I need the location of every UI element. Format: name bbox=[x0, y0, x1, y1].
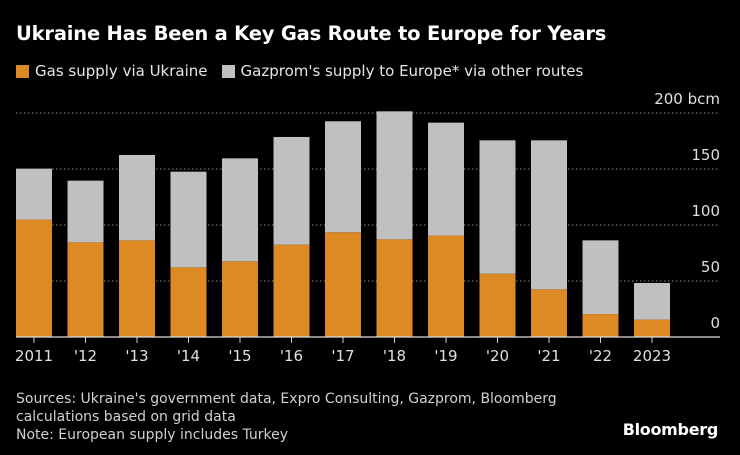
bar-ukraine bbox=[273, 244, 310, 337]
source-notes: Sources: Ukraine's government data, Expr… bbox=[16, 390, 557, 444]
x-tick-label: '13 bbox=[125, 347, 148, 365]
x-tick-label: '21 bbox=[537, 347, 560, 365]
y-tick-label: 0 bbox=[710, 314, 720, 332]
x-tick-label: '19 bbox=[434, 347, 457, 365]
y-tick-label: 50 bbox=[701, 258, 720, 276]
note-line: Note: European supply includes Turkey bbox=[16, 427, 289, 443]
bar-other-routes bbox=[531, 140, 567, 290]
x-tick-label: '22 bbox=[589, 347, 612, 365]
sources-line: Sources: Ukraine's government data, Expr… bbox=[16, 391, 557, 407]
legend-swatch bbox=[221, 64, 235, 78]
bar-other-routes bbox=[273, 136, 310, 245]
bar-ukraine bbox=[170, 267, 207, 337]
x-tick-label: '20 bbox=[486, 347, 509, 365]
bar-ukraine bbox=[531, 289, 567, 337]
y-tick-label: 150 bbox=[691, 146, 720, 164]
y-tick-label: 100 bbox=[691, 202, 720, 220]
bar-ukraine bbox=[222, 261, 258, 337]
bar-other-routes bbox=[634, 283, 670, 320]
bar-other-routes bbox=[170, 171, 207, 268]
bar-other-routes bbox=[16, 168, 52, 220]
legend-label: Gas supply via Ukraine bbox=[35, 62, 208, 80]
bar-ukraine bbox=[325, 232, 361, 337]
legend-item-ukraine: Gas supply via Ukraine bbox=[16, 62, 208, 80]
legend-swatch bbox=[16, 64, 29, 78]
x-tick-label: '16 bbox=[280, 347, 303, 365]
bar-ukraine bbox=[119, 240, 155, 337]
bar-other-routes bbox=[582, 240, 619, 315]
bar-other-routes bbox=[67, 180, 104, 243]
legend-item-other-routes: Gazprom's supply to Europe* via other ro… bbox=[221, 62, 584, 80]
bloomberg-logo: Bloomberg bbox=[622, 420, 719, 439]
legend-label: Gazprom's supply to Europe* via other ro… bbox=[240, 62, 584, 80]
x-tick-label: 2011 bbox=[15, 347, 53, 365]
bar-ukraine bbox=[479, 273, 516, 337]
x-tick-label: '18 bbox=[383, 347, 406, 365]
x-tick-label: 2023 bbox=[633, 347, 671, 365]
bar-other-routes bbox=[428, 122, 464, 236]
x-tick-label: '15 bbox=[228, 347, 251, 365]
bar-ukraine bbox=[428, 235, 464, 337]
bar-other-routes bbox=[222, 158, 258, 262]
bar-ukraine bbox=[16, 219, 52, 337]
bar-ukraine bbox=[634, 319, 670, 337]
bar-other-routes bbox=[376, 111, 413, 240]
bar-other-routes bbox=[325, 121, 361, 233]
x-tick-label: '14 bbox=[177, 347, 200, 365]
x-tick-label: '12 bbox=[74, 347, 97, 365]
bar-ukraine bbox=[582, 314, 619, 337]
bar-other-routes bbox=[119, 155, 155, 241]
bar-chart: 0 50 100 150 200 bcm 2011 '12 '13 '14 '15 '16 '17 '1… bbox=[15, 90, 720, 365]
legend: Gas supply via Ukraine Gazprom's supply … bbox=[16, 62, 583, 80]
bar-ukraine bbox=[67, 242, 104, 337]
bar-ukraine bbox=[376, 239, 413, 337]
chart-title: Ukraine Has Been a Key Gas Route to Euro… bbox=[16, 22, 607, 45]
bar-other-routes bbox=[479, 140, 516, 274]
y-tick-label: 200 bcm bbox=[654, 90, 720, 108]
x-tick-label: '17 bbox=[331, 347, 354, 365]
sources-line: calculations based on grid data bbox=[16, 409, 236, 425]
